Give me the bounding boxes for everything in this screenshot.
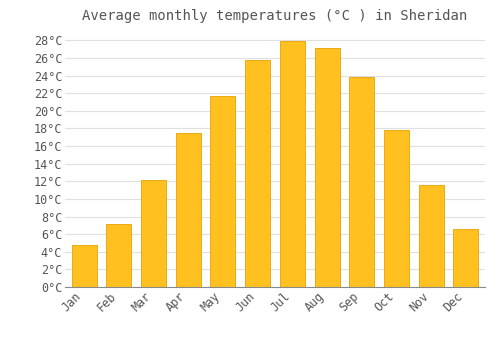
Bar [245,60,270,287]
Bar [454,229,478,287]
Bar [314,48,340,287]
Bar [106,224,132,287]
Bar [72,245,96,287]
Bar [176,133,201,287]
Bar [350,77,374,287]
Bar [210,96,236,287]
Bar [141,180,166,287]
Title: Average monthly temperatures (°C ) in Sheridan: Average monthly temperatures (°C ) in Sh… [82,9,468,23]
Bar [418,185,444,287]
Bar [384,130,409,287]
Bar [280,41,305,287]
